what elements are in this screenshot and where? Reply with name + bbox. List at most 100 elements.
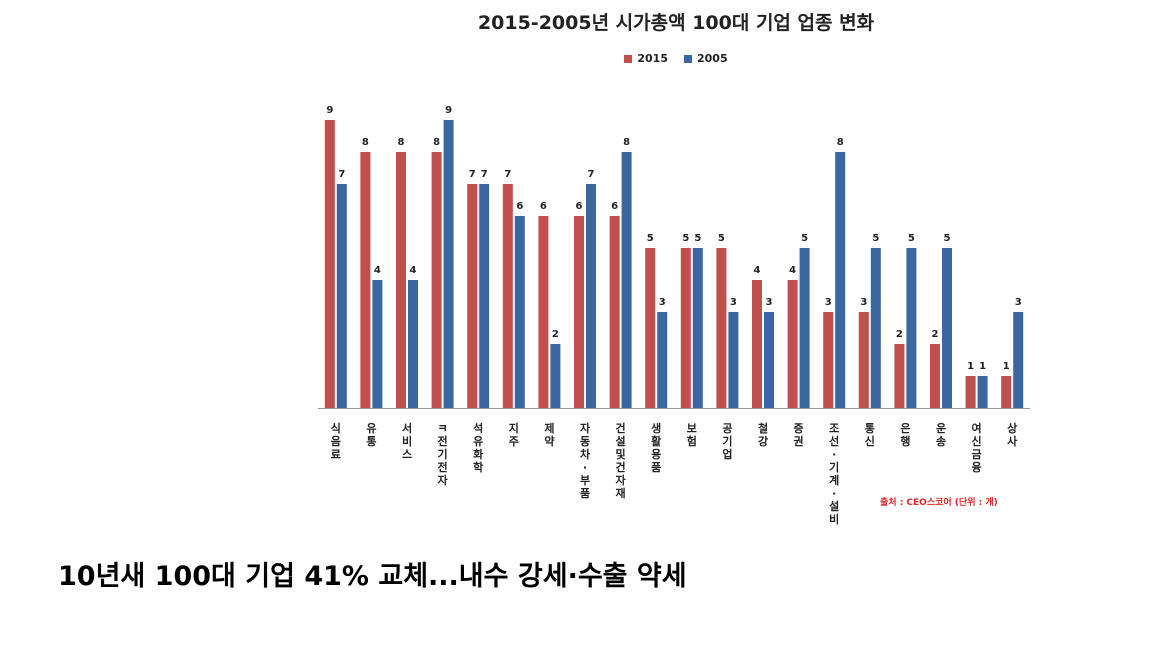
bar-2005-6 [550, 344, 561, 408]
bar-2005-12 [764, 312, 774, 408]
bar-2015-1 [360, 152, 371, 408]
bar-2015-8 [609, 216, 620, 408]
bar-2005-11 [728, 312, 739, 408]
source-note: 출처 : CEO스코어 (단위 : 개) [880, 498, 998, 508]
bar-2015-14 [823, 312, 834, 408]
data-label-2015-12: 4 [754, 265, 761, 276]
data-label-2015-16: 2 [896, 329, 903, 340]
data-label-2005-7: 7 [588, 169, 595, 180]
data-label-2005-9: 3 [659, 297, 666, 308]
legend-label-2015: 2015 [637, 52, 668, 65]
data-label-2015-10: 5 [682, 233, 689, 244]
bar-2015-18 [965, 376, 976, 408]
headline: 10년새 100대 기업 41% 교체...내수 강세·수출 약세 [58, 561, 687, 592]
data-label-2015-19: 1 [1003, 361, 1010, 372]
legend: 2015 2005 [320, 52, 1032, 65]
data-label-2015-7: 6 [576, 201, 583, 212]
bar-2005-16 [906, 248, 917, 408]
bar-2015-17 [930, 344, 940, 408]
legend-label-2005: 2005 [697, 52, 728, 65]
bar-2005-18 [977, 376, 988, 408]
bar-2015-9 [645, 248, 656, 408]
bar-2015-0 [324, 120, 335, 408]
bar-2015-2 [396, 152, 406, 408]
bar-2015-3 [431, 152, 442, 408]
x-tick-labels-group: 식 음 료 유 통 서 비 스 ㅋ 전 기 전 자 석 유 화 학 지 주 제 약 자 동 차 · 부 품 건 설 및 건 자 재 생 활 용 품 보 험 공… [331, 421, 1018, 526]
bar-2005-0 [336, 184, 347, 408]
bar-2015-10 [680, 248, 691, 408]
data-label-2015-4: 7 [469, 169, 476, 180]
data-label-2005-5: 6 [516, 201, 523, 212]
legend-swatch-2005 [684, 54, 692, 63]
data-label-2015-11: 5 [718, 233, 725, 244]
bar-2015-4 [467, 184, 478, 408]
bar-2015-13 [787, 280, 798, 408]
data-label-2015-17: 2 [932, 329, 939, 340]
bar-2005-15 [870, 248, 881, 408]
data-label-2005-14: 8 [837, 137, 844, 148]
data-label-2015-1: 8 [362, 137, 369, 148]
data-label-2015-0: 9 [326, 105, 333, 116]
bar-2005-13 [799, 248, 810, 408]
bar-2015-5 [502, 184, 513, 408]
data-label-2005-18: 1 [979, 361, 986, 372]
data-label-2005-8: 8 [623, 137, 630, 148]
data-label-2005-2: 4 [410, 265, 417, 276]
bars-group [324, 120, 1024, 408]
bar-2015-7 [574, 216, 584, 408]
legend-swatch-2015 [624, 54, 633, 63]
data-label-2005-12: 3 [766, 297, 773, 308]
data-label-2015-6: 6 [540, 201, 547, 212]
bar-2005-9 [657, 312, 668, 408]
data-label-2005-15: 5 [872, 233, 879, 244]
bar-2015-12 [752, 280, 762, 408]
bar-2005-2 [408, 280, 418, 408]
data-label-2005-11: 3 [730, 297, 737, 308]
data-label-2005-16: 5 [908, 233, 915, 244]
data-label-2015-8: 6 [611, 201, 618, 212]
data-label-2005-4: 7 [481, 169, 488, 180]
data-label-2005-1: 4 [374, 265, 381, 276]
bar-2005-1 [372, 280, 383, 408]
data-label-2015-13: 4 [789, 265, 796, 276]
bar-2005-19 [1013, 312, 1024, 408]
bar-2015-11 [716, 248, 727, 408]
data-label-2015-5: 7 [504, 169, 511, 180]
bar-2005-8 [621, 152, 632, 408]
chart-title: 2015-2005년 시가총액 100대 기업 업종 변화 [477, 12, 875, 34]
bar-2015-6 [538, 216, 549, 408]
bar-2005-3 [443, 120, 454, 408]
data-label-2015-3: 8 [433, 137, 440, 148]
data-label-2005-10: 5 [694, 233, 701, 244]
legend-item-2005: 2005 [684, 52, 728, 65]
bar-2015-16 [894, 344, 905, 408]
data-label-2005-19: 3 [1015, 297, 1022, 308]
x-tick-label-7: 자 동 차 · 부 품 [580, 421, 591, 500]
data-label-2005-0: 7 [338, 169, 345, 180]
bar-2005-17 [942, 248, 952, 408]
data-label-2015-14: 3 [825, 297, 832, 308]
x-tick-label-14: 조 선 · 기 계 · 설 비 [829, 422, 839, 526]
data-label-2005-3: 9 [445, 105, 452, 116]
bar-2015-15 [858, 312, 869, 408]
data-label-2005-6: 2 [552, 329, 559, 340]
